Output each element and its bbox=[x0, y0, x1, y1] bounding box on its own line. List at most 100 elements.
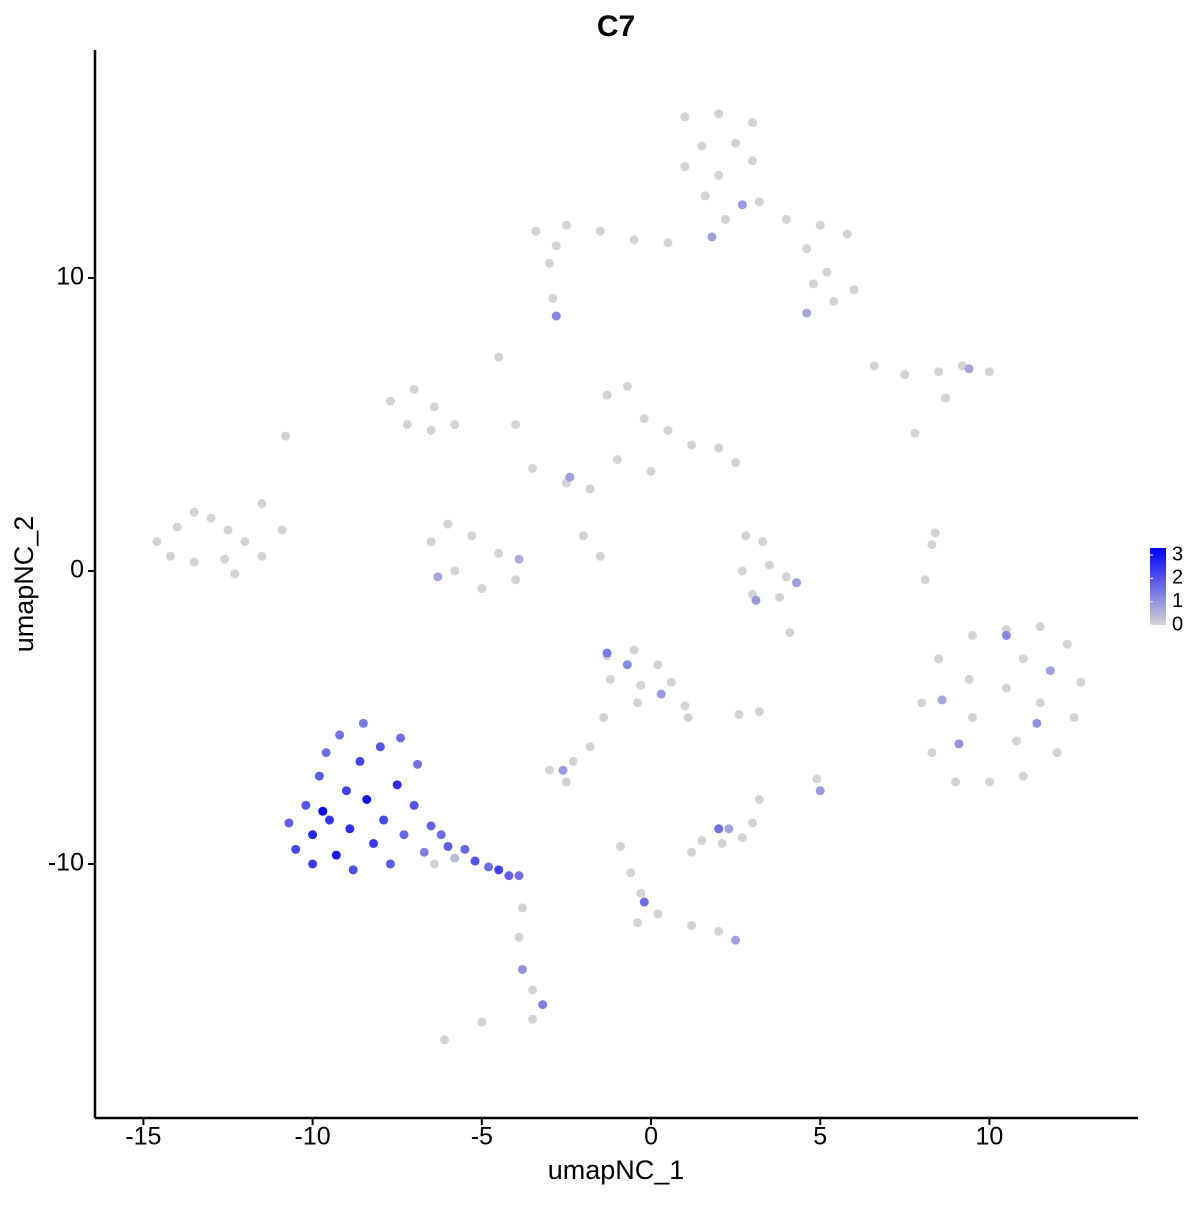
cell-point bbox=[934, 654, 944, 664]
cell-point bbox=[429, 402, 439, 412]
cell-point bbox=[206, 513, 216, 523]
x-tick-label: -10 bbox=[295, 1123, 331, 1151]
cell-point bbox=[984, 367, 994, 377]
cell-point bbox=[460, 844, 470, 854]
cell-point bbox=[731, 458, 741, 468]
cell-point bbox=[731, 138, 741, 148]
cell-point bbox=[1069, 712, 1079, 722]
cell-point bbox=[849, 285, 859, 295]
cell-point bbox=[396, 733, 406, 743]
cell-point bbox=[663, 425, 673, 435]
cell-point bbox=[964, 674, 974, 684]
cell-point bbox=[348, 865, 358, 875]
cell-point bbox=[450, 566, 460, 576]
cell-point bbox=[734, 710, 744, 720]
cell-point bbox=[751, 595, 761, 605]
cell-point bbox=[717, 838, 727, 848]
cell-point bbox=[385, 396, 395, 406]
cell-point bbox=[758, 537, 768, 547]
cell-point bbox=[189, 557, 199, 567]
cell-point bbox=[646, 466, 656, 476]
x-tick-label: 10 bbox=[976, 1123, 1004, 1151]
cell-point bbox=[842, 229, 852, 239]
cell-point bbox=[284, 818, 294, 828]
cell-point bbox=[595, 551, 605, 561]
y-tick-label: -10 bbox=[48, 849, 84, 877]
cell-point bbox=[920, 575, 930, 585]
cell-point bbox=[443, 841, 453, 851]
cell-point bbox=[426, 425, 436, 435]
cell-point bbox=[940, 393, 950, 403]
cell-point bbox=[829, 296, 839, 306]
cell-point bbox=[1052, 748, 1062, 758]
cell-point bbox=[700, 191, 710, 201]
cell-point bbox=[369, 838, 379, 848]
cell-point bbox=[764, 560, 774, 570]
cell-point bbox=[358, 718, 368, 728]
cell-point bbox=[450, 419, 460, 429]
cell-point bbox=[724, 824, 734, 834]
cell-point bbox=[748, 118, 758, 128]
cell-point bbox=[1045, 666, 1055, 676]
cell-point bbox=[714, 109, 724, 119]
cell-point bbox=[514, 554, 524, 564]
cell-point bbox=[223, 525, 233, 535]
cell-point bbox=[900, 370, 910, 380]
cell-point bbox=[585, 484, 595, 494]
cell-point bbox=[531, 226, 541, 236]
cell-point bbox=[1076, 677, 1086, 687]
cell-point bbox=[257, 551, 267, 561]
cell-point bbox=[781, 214, 791, 224]
cell-point bbox=[341, 786, 351, 796]
cell-point bbox=[687, 440, 697, 450]
cell-point bbox=[528, 985, 538, 995]
cell-point bbox=[426, 821, 436, 831]
cell-point bbox=[544, 258, 554, 268]
cell-point bbox=[815, 786, 825, 796]
cell-point bbox=[257, 499, 267, 509]
cell-point bbox=[335, 730, 345, 740]
cell-point bbox=[629, 645, 639, 655]
cell-point bbox=[934, 367, 944, 377]
cell-point bbox=[565, 472, 575, 482]
cell-point bbox=[1018, 654, 1028, 664]
cell-point bbox=[1062, 639, 1072, 649]
cell-point bbox=[477, 1017, 487, 1027]
cell-point bbox=[683, 712, 693, 722]
cell-point bbox=[568, 756, 578, 766]
cell-point bbox=[362, 795, 372, 805]
cell-point bbox=[385, 859, 395, 869]
cell-point bbox=[1018, 771, 1028, 781]
cell-point bbox=[281, 431, 291, 441]
cell-point bbox=[578, 531, 588, 541]
x-tick-label: -15 bbox=[125, 1123, 161, 1151]
cell-point bbox=[653, 909, 663, 919]
cell-point bbox=[937, 695, 947, 705]
cell-point bbox=[409, 800, 419, 810]
cell-point bbox=[511, 419, 521, 429]
chart-title: C7 bbox=[597, 10, 635, 43]
cell-point bbox=[666, 677, 676, 687]
cell-point bbox=[714, 443, 724, 453]
cell-point bbox=[561, 777, 571, 787]
cell-point bbox=[720, 214, 730, 224]
cell-point bbox=[514, 871, 524, 881]
cell-point bbox=[639, 414, 649, 424]
cell-point bbox=[917, 698, 927, 708]
cell-point bbox=[605, 674, 615, 684]
cell-point bbox=[808, 279, 818, 289]
cell-point bbox=[551, 311, 561, 321]
x-axis-label: umapNC_1 bbox=[548, 1155, 685, 1185]
cell-point bbox=[754, 707, 764, 717]
cell-point bbox=[544, 765, 554, 775]
cell-point bbox=[802, 244, 812, 254]
cell-point bbox=[399, 830, 409, 840]
cell-point bbox=[626, 868, 636, 878]
cell-point bbox=[450, 853, 460, 863]
cell-point bbox=[318, 806, 328, 816]
cell-point bbox=[680, 162, 690, 172]
cell-point bbox=[629, 235, 639, 245]
cell-point bbox=[402, 419, 412, 429]
colorbar-label: 1 bbox=[1172, 590, 1183, 612]
cell-point bbox=[680, 112, 690, 122]
